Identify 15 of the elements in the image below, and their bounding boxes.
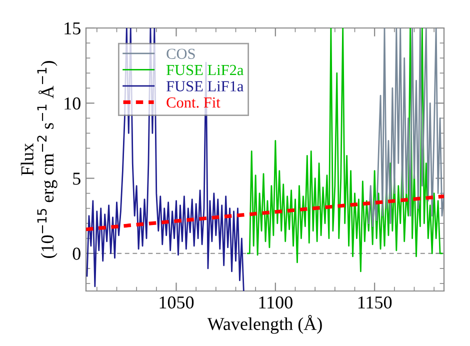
legend-label: FUSE LiF1a bbox=[166, 81, 244, 92]
y-tick-label: 0 bbox=[72, 248, 80, 260]
text: Flux (10$^{−15}$ erg cm$^{−2}$ s$^{−1}$ Å$^{−1}$) bbox=[20, 61, 58, 258]
line-series bbox=[246, 28, 443, 272]
x-axis-title: Wavelength (Å) bbox=[207, 315, 322, 334]
legend-label: COS bbox=[166, 48, 195, 59]
legend-label: Cont. Fit bbox=[166, 97, 220, 108]
y-tick-label: 15 bbox=[64, 22, 80, 34]
y-tick-label: 10 bbox=[64, 97, 80, 110]
y-tick-label: 5 bbox=[73, 172, 80, 185]
legend-label: FUSE LiF2a bbox=[166, 64, 244, 76]
x-tick-label: 1150 bbox=[358, 296, 392, 309]
x-tick-label: 1100 bbox=[259, 296, 292, 309]
x-tick-label: 1050 bbox=[160, 296, 194, 309]
line-series bbox=[368, 28, 444, 228]
